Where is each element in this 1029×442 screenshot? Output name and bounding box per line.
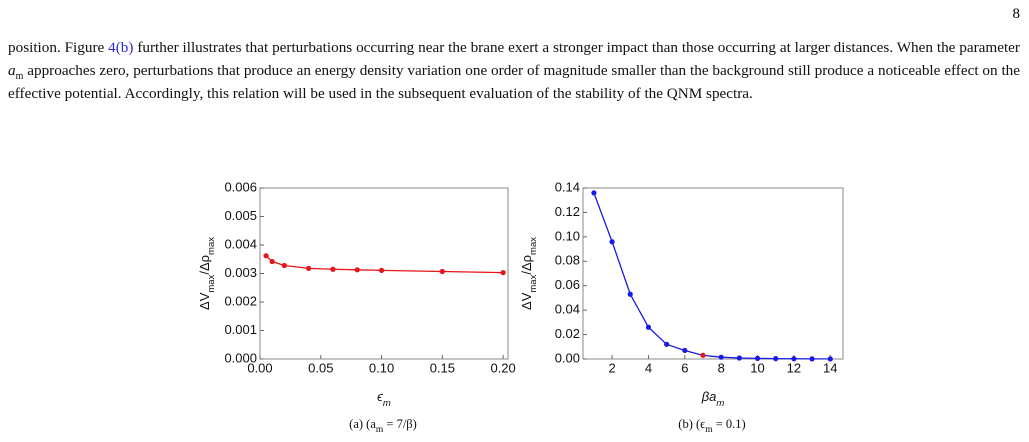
data-point	[718, 354, 724, 360]
data-point	[378, 267, 385, 273]
x-tick-label: 0.15	[430, 360, 455, 375]
label-part: ϵ	[377, 389, 383, 404]
subscript: m	[705, 425, 713, 435]
x-tick-label: 0.10	[369, 360, 394, 375]
label-part: ΔV	[519, 292, 534, 310]
y-axis-label: ΔVmax/Δρmax	[519, 237, 539, 310]
y-tick-label: 0.10	[555, 228, 580, 243]
x-tick-label: 10	[750, 360, 764, 375]
y-tick-label: 0.004	[224, 236, 257, 251]
plot-frame	[582, 187, 844, 360]
data-point	[645, 324, 652, 330]
data-point	[827, 356, 833, 362]
subscript: max	[528, 274, 539, 292]
y-tick-label: 0.005	[224, 208, 257, 223]
data-point	[500, 270, 506, 276]
data-point	[773, 356, 779, 362]
x-tick-label: 14	[823, 360, 837, 375]
text: position. Figure	[8, 39, 109, 56]
subscript: max	[206, 274, 217, 292]
y-tick-label: 0.14	[555, 179, 580, 194]
label-part: (a) (a	[349, 417, 376, 431]
y-axis-label: ΔVmax/Δρmax	[197, 237, 217, 310]
paragraph: position. Figure 4(b) further illustrate…	[8, 36, 1020, 105]
data-point	[700, 352, 706, 358]
label-part: ΔV	[197, 292, 212, 310]
math-subscript: m	[15, 71, 24, 83]
y-tick-label: 0.04	[555, 302, 580, 317]
data-point	[591, 190, 597, 196]
label-part: βa	[701, 389, 717, 404]
figure-link[interactable]: 4(b)	[108, 39, 134, 56]
data-point	[791, 356, 797, 362]
y-tick-label: 0.000	[224, 350, 257, 365]
y-tick-label: 0.06	[555, 277, 580, 292]
data-point	[354, 267, 360, 273]
x-tick-label: 0.05	[308, 360, 333, 375]
x-tick-label: 4	[645, 360, 652, 375]
data-point	[439, 268, 445, 275]
label-part: = 7/β)	[383, 417, 417, 431]
data-point	[306, 265, 312, 271]
data-point	[269, 258, 275, 265]
label-part: /Δρ	[197, 255, 212, 275]
math-symbol: a	[8, 62, 16, 79]
x-tick-label: 6	[681, 360, 688, 375]
label-part: = 0.1)	[713, 417, 746, 431]
label-part: (b) (ϵ	[678, 417, 705, 431]
data-point	[664, 341, 670, 347]
y-tick-label: 0.12	[555, 204, 580, 219]
x-tick-label: 0.00	[247, 360, 272, 375]
y-tick-label: 0.003	[224, 265, 257, 280]
y-tick-label: 0.001	[224, 322, 257, 337]
data-point	[330, 266, 336, 272]
caption: (b) (ϵm = 0.1)	[678, 417, 745, 435]
text: approaches zero, perturbations that prod…	[8, 62, 1020, 102]
data-point	[627, 291, 633, 297]
subscript: max	[206, 237, 217, 255]
x-tick-label: 12	[787, 360, 801, 375]
data-point	[754, 355, 761, 361]
page-number: 8	[1012, 6, 1021, 22]
data-point	[682, 347, 688, 354]
y-tick-label: 0.02	[555, 326, 580, 341]
x-tick-label: 2	[608, 360, 615, 375]
x-tick-label: 0.20	[490, 360, 515, 375]
x-axis-label: ϵm	[377, 389, 391, 409]
data-point	[809, 356, 815, 362]
x-tick-label: 8	[718, 360, 725, 375]
label-part: /Δρ	[519, 255, 534, 275]
data-point	[263, 253, 269, 259]
subscript: m	[716, 398, 724, 409]
subscript: m	[383, 398, 391, 409]
y-tick-label: 0.006	[224, 179, 257, 194]
y-tick-label: 0.00	[555, 350, 580, 365]
subscript: m	[376, 425, 384, 435]
data-point	[736, 355, 742, 361]
plot-frame	[259, 187, 509, 360]
data-point	[281, 262, 287, 269]
subscript: max	[528, 237, 539, 255]
caption: (a) (am = 7/β)	[349, 417, 417, 435]
text: further illustrates that perturbations o…	[133, 39, 1020, 56]
data-line	[265, 255, 504, 274]
x-axis-label: βam	[701, 389, 725, 409]
y-tick-label: 0.08	[555, 253, 580, 268]
data-point	[609, 239, 615, 245]
data-line	[593, 192, 831, 360]
y-tick-label: 0.002	[224, 293, 257, 308]
